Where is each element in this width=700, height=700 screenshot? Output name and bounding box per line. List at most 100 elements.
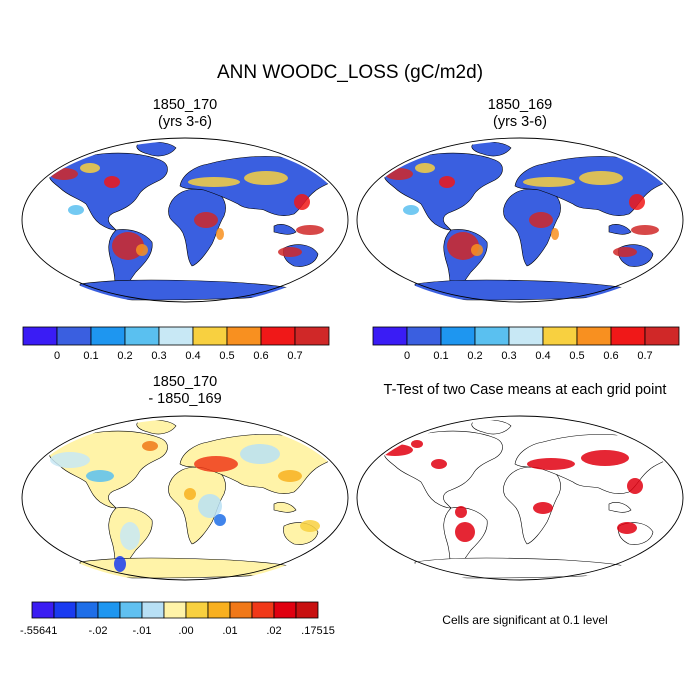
map-field-patch [50,452,90,468]
colorbar-box [294,326,330,346]
colorbar-box [97,601,121,619]
map-difference [21,415,349,581]
continents [383,419,674,579]
map-land-group [48,141,339,301]
panel-title-line1: 1850_169 [487,97,553,113]
colorbar-label: .01 [222,625,237,637]
panel-title-line1: 1850_170 [152,374,218,390]
colorbar-box [226,326,262,346]
map-field-patch [198,494,222,518]
map-ttest [356,415,684,581]
colorbar-label: 0.3 [501,350,516,362]
colorbar-box [644,326,680,346]
map-field-patch [278,470,302,482]
panel-title-difference: 1850_170 - 1850_169 [35,374,335,408]
map-field-patch [617,522,637,534]
colorbar-label: 0.1 [433,350,448,362]
colorbar-label: .17515 [301,625,335,637]
colorbar-box [295,601,319,619]
colorbar-difference: -.55641 -.02 -.01 .00 .01 .02 .17515 [20,601,335,637]
colorbar-box [22,326,58,346]
panel-title-case-170: 1850_170 (yrs 3-6) [35,97,335,131]
colorbar-box [56,326,92,346]
map-field-patch [471,244,483,256]
map-field-patch [194,212,218,228]
colorbar-label: 0.6 [253,350,268,362]
map-field-patch [80,163,100,173]
panel-title-line2: (yrs 3-6) [158,114,212,130]
colorbar-box [90,326,126,346]
colorbar-box [53,601,77,619]
colorbar-label: 0.7 [637,350,652,362]
map-field-patch [114,556,126,572]
colorbar-label: 0.2 [117,350,132,362]
colorbar-label: 0.4 [535,350,550,362]
colorbar-label: 0.4 [185,350,200,362]
map-field-patch [447,232,479,260]
map-field-patch [439,176,455,188]
map-outline [356,137,684,303]
map-field-patch [142,441,158,451]
colorbar-box [406,326,442,346]
map-field-patch [300,520,320,532]
map-field-patch [613,247,637,257]
map-field-patch [533,502,553,514]
panel-title-ttest: T-Test of two Case means at each grid po… [355,382,695,399]
colorbar-label: 0.1 [83,350,98,362]
map-field-patch [627,478,643,494]
colorbar-box [576,326,612,346]
colorbar-case-170: 0 0.1 0.2 0.3 0.4 0.5 0.6 0.7 [22,326,330,362]
colorbar-box [192,326,228,346]
colorbar-label: .00 [178,625,193,637]
map-field-patch [86,470,114,482]
colorbar-box [207,601,231,619]
colorbar-box [542,326,578,346]
map-field-patch [136,244,148,256]
map-field-patch [214,514,226,526]
colorbar-box [372,326,408,346]
colorbar-box [251,601,275,619]
map-land-group [383,141,674,301]
colorbar-box [185,601,209,619]
panel-title-line1: 1850_170 [152,97,218,113]
map-field-patch [278,247,302,257]
map-field-patch [645,164,665,172]
map-field-patch [629,194,645,210]
map-field-patch [68,205,84,215]
map-field-patch [579,171,623,185]
colorbar-label: -.55641 [20,625,57,637]
map-field-patch [581,450,629,466]
map-field-patch [455,522,475,542]
map-field-patch [188,177,240,187]
map-field-patch [411,440,423,448]
colorbar-label: -.02 [89,625,108,637]
map-field-patch [120,522,140,550]
colorbar-box [273,601,297,619]
colorbar-box [440,326,476,346]
colorbar-label: 0.3 [151,350,166,362]
map-field-patch [296,225,324,235]
map-field-patch [415,163,435,173]
colorbar-box [229,601,253,619]
colorbar-label: 0.6 [603,350,618,362]
map-outline [356,415,684,581]
colorbar-label: 0.5 [219,350,234,362]
map-land-group [48,419,339,579]
colorbar-label: 0.2 [467,350,482,362]
map-field-patch [529,212,553,228]
figure-title: ANN WOODC_LOSS (gC/m2d) [216,62,484,83]
map-field-patch [294,194,310,210]
map-outline [21,137,349,303]
map-field-patch [216,228,224,240]
map-field-patch [184,488,196,500]
colorbar-box [508,326,544,346]
colorbar-box [158,326,194,346]
colorbar-box [610,326,646,346]
colorbar-label: 0.5 [569,350,584,362]
map-field-patch [244,171,288,185]
panel-title-line2: (yrs 3-6) [493,114,547,130]
map-field-patch [403,205,419,215]
map-field-patch [455,506,467,518]
map-field-patch [385,168,413,180]
map-outline [21,415,349,581]
